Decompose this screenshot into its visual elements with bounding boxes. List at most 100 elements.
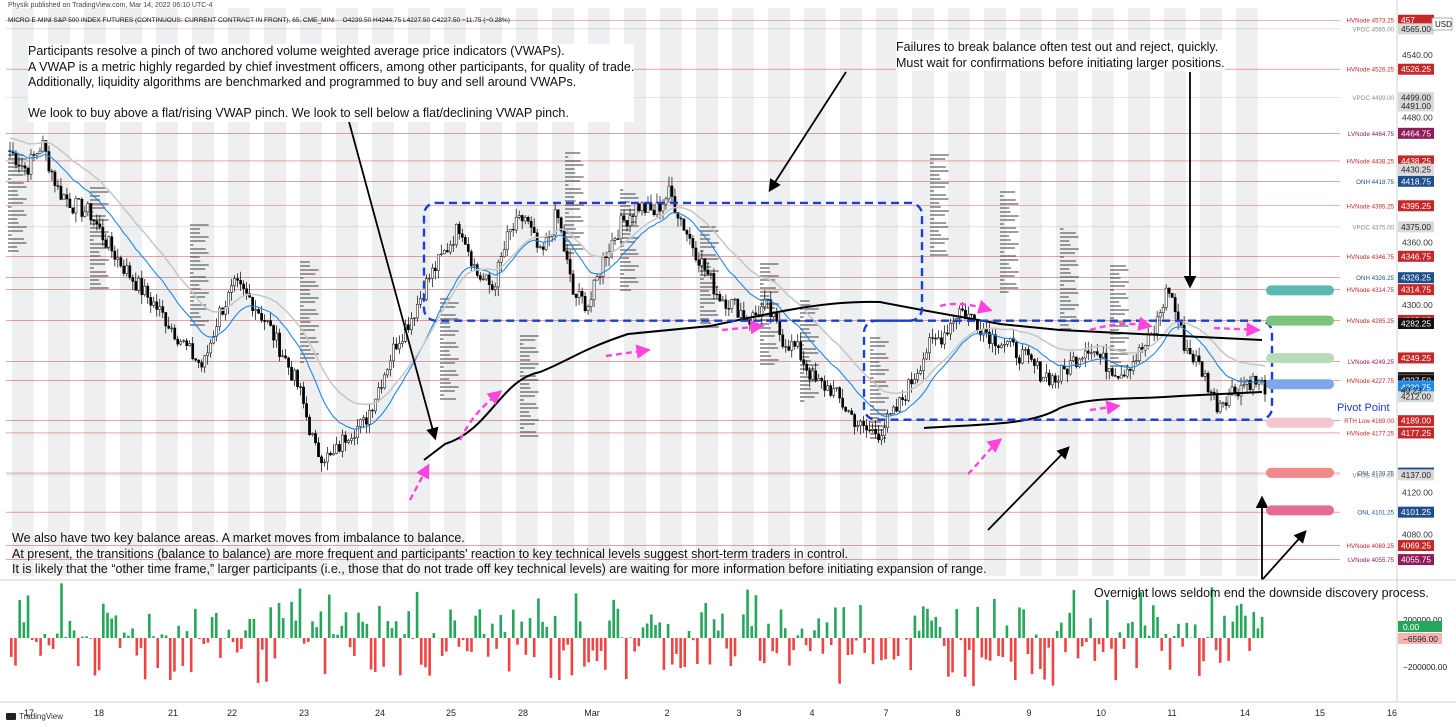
tradingview-logo-icon (6, 713, 16, 720)
volume-delta-bar (428, 638, 431, 676)
price-badge (1398, 284, 1434, 296)
profile-bar (800, 400, 805, 402)
candle-body (871, 429, 874, 431)
candle-body (233, 278, 236, 286)
candle-body (32, 154, 36, 156)
profile-bar (440, 334, 456, 336)
profile-bar (300, 305, 304, 307)
candle-body (523, 217, 527, 222)
candle-body (1185, 348, 1189, 351)
volume-delta-bar (47, 638, 51, 646)
profile-bar (90, 231, 109, 233)
price-badge-label: 4220.75 (1401, 383, 1431, 393)
profile-bar (440, 298, 451, 300)
candle-body (433, 267, 437, 271)
volume-delta-bar (746, 589, 749, 638)
volume-delta-bar (988, 638, 992, 661)
time-tick-label: 4 (809, 708, 814, 718)
profile-bar (520, 399, 524, 401)
profile-bar (1060, 304, 1079, 306)
volume-delta-bar (1030, 638, 1034, 675)
profile-bar (700, 294, 711, 296)
candle-body (886, 413, 889, 429)
profile-bar (190, 320, 209, 322)
volume-delta-bar (1147, 635, 1151, 638)
volume-delta-bar (520, 621, 523, 638)
annotation-arrows (347, 71, 1307, 581)
profile-bar (520, 387, 531, 389)
volume-delta-bar (365, 623, 369, 638)
profile-bar (1060, 280, 1075, 282)
volume-delta-bar (22, 622, 26, 638)
candle-body (1116, 375, 1120, 379)
profile-bar (1060, 288, 1077, 290)
volume-delta-bar (131, 628, 134, 638)
profile-bar (440, 386, 459, 388)
volume-delta-bar (658, 622, 662, 638)
volume-profiles (8, 150, 1129, 439)
profile-bar (90, 207, 106, 209)
profile-bar (520, 395, 536, 397)
profile-bar (620, 245, 624, 247)
session-band (372, 8, 394, 576)
profile-bar (190, 292, 209, 294)
candle-body (1042, 376, 1045, 382)
profile-bar (760, 351, 769, 353)
profile-bar (190, 296, 206, 298)
candle-body (910, 379, 913, 385)
volume-delta-bar (18, 600, 21, 638)
profile-bar (565, 168, 575, 170)
volume-delta-bar (783, 628, 787, 638)
anchored-vwap-line (423, 300, 1263, 461)
profile-bar (440, 330, 459, 332)
candle-body (359, 419, 362, 427)
volume-delta-bar (1022, 609, 1025, 638)
volume-delta-bar (219, 638, 222, 658)
profile-bar (90, 271, 107, 273)
candle-body (1233, 386, 1237, 393)
candle-body (877, 433, 880, 441)
candle-body (413, 317, 416, 320)
candle-body (170, 327, 174, 330)
profile-bar (8, 218, 18, 220)
profile-bar (90, 279, 100, 281)
volume-delta-bar (1172, 635, 1176, 638)
candle-body (35, 153, 39, 156)
profile-bar (930, 166, 946, 168)
profile-bar (930, 242, 945, 244)
profile-bar (520, 435, 539, 437)
candle-body (1263, 379, 1267, 395)
profile-bar (1110, 277, 1121, 279)
candle-body (778, 320, 782, 336)
volume-delta-bar (775, 638, 779, 654)
candle-body (1134, 360, 1138, 363)
annotation-arrow (768, 71, 847, 193)
note-line (28, 91, 634, 107)
profile-bar (190, 300, 194, 302)
candle-body (350, 437, 353, 441)
price-badge (1398, 554, 1434, 566)
candle-body (47, 151, 51, 172)
profile-bar (300, 349, 311, 351)
candle-body (883, 427, 886, 436)
candle-body (478, 275, 482, 280)
profile-bar (930, 178, 941, 180)
volume-delta-bar (633, 638, 636, 652)
profile-bar (190, 304, 207, 306)
candle-body (742, 310, 746, 319)
profile-bar (520, 343, 524, 345)
volume-delta-bar (248, 619, 252, 638)
volume-delta-bar (587, 638, 590, 663)
candle-body (194, 358, 198, 361)
profile-bar (1000, 255, 1017, 257)
candle-body (341, 434, 344, 452)
candle-body (260, 313, 263, 321)
profile-bar (700, 234, 710, 236)
candle-body (739, 310, 743, 318)
profile-bar (8, 170, 27, 172)
volume-delta-bar (202, 638, 206, 644)
candle-body (311, 433, 314, 435)
profile-bar (620, 277, 637, 279)
volume-delta-bar (1202, 638, 1205, 662)
candle-body (490, 284, 494, 290)
